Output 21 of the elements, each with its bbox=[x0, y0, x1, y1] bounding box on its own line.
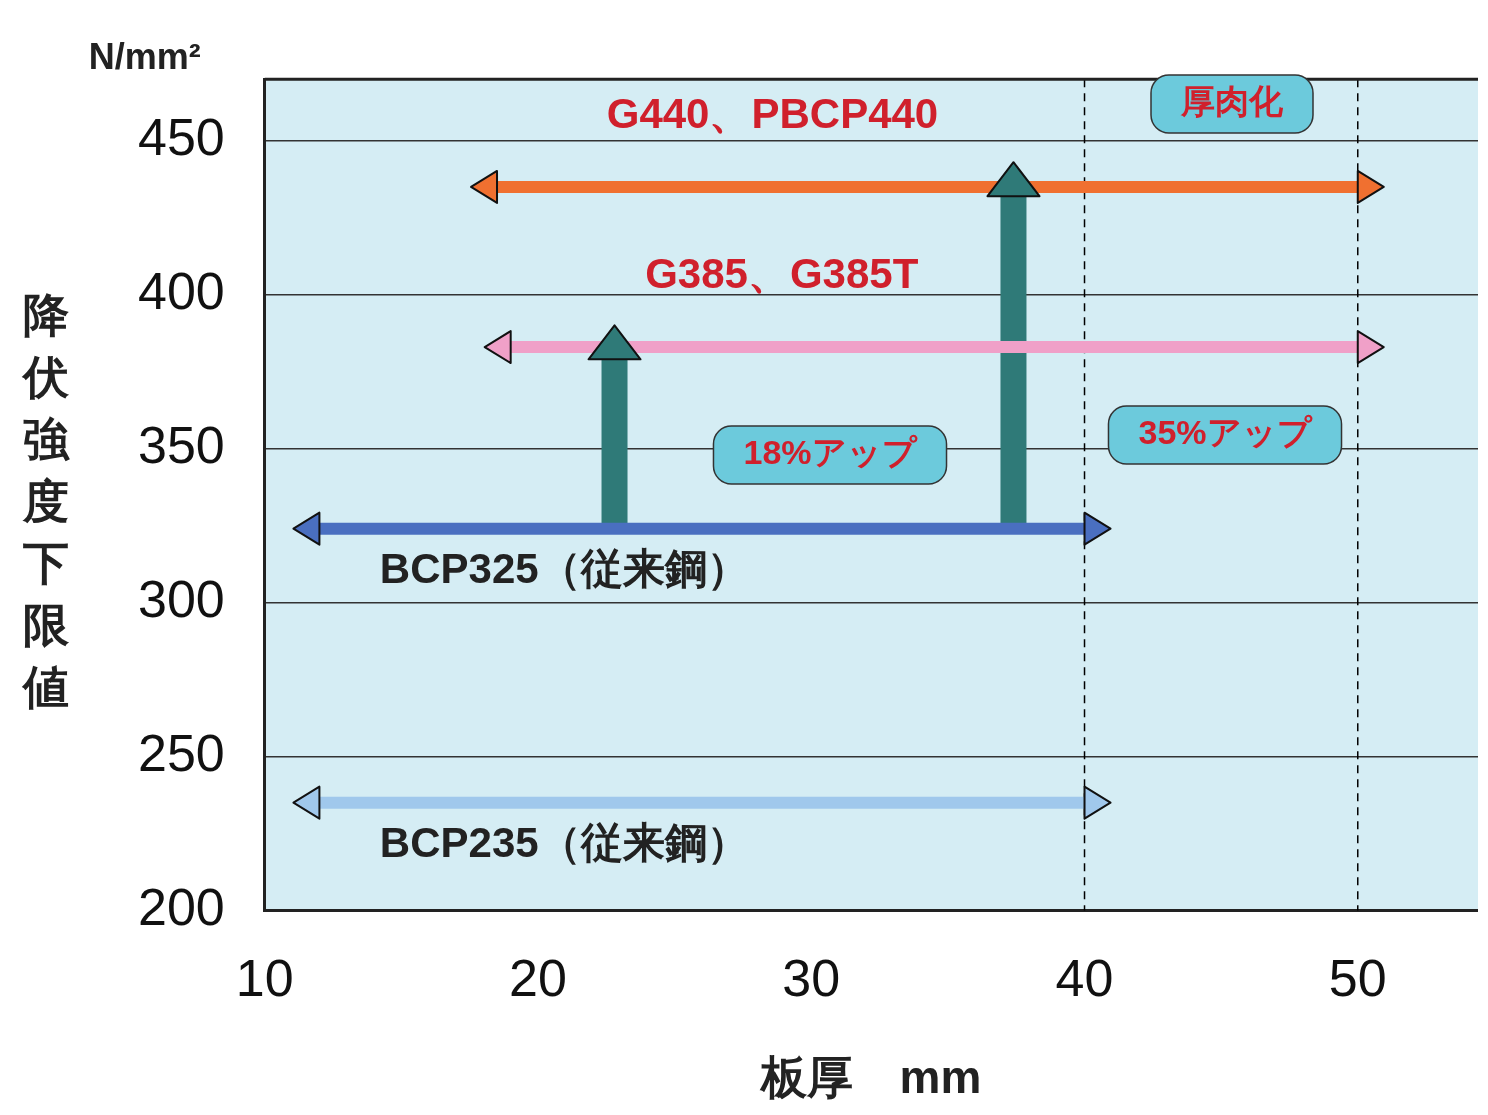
text: N/mm² bbox=[88, 36, 201, 78]
series-label: BCP325（従来鋼） bbox=[379, 545, 749, 593]
y-axis-title: 降伏強度下限値 bbox=[21, 289, 70, 714]
y-tick-label: 450 bbox=[137, 108, 225, 167]
x-axis-title: 板厚 mm bbox=[759, 1051, 982, 1104]
x-tick-label: 30 bbox=[782, 948, 841, 1007]
y-tick-label: 300 bbox=[137, 569, 225, 628]
y-tick-label: 200 bbox=[137, 877, 225, 936]
x-tick-label: 10 bbox=[235, 948, 294, 1007]
annotation: 18%アップ bbox=[743, 433, 918, 472]
series-label: G440、PBCP440 bbox=[606, 89, 939, 137]
x-tick-label: 40 bbox=[1055, 948, 1114, 1007]
y-tick-label: 350 bbox=[137, 415, 225, 474]
y-tick-label: 250 bbox=[137, 723, 225, 782]
annotation: 厚肉化 bbox=[1180, 82, 1284, 121]
series-label: G385、G385T bbox=[645, 249, 919, 297]
x-tick-label: 20 bbox=[509, 948, 567, 1007]
annotation: 35%アップ bbox=[1138, 413, 1313, 452]
y-tick-label: 400 bbox=[137, 262, 225, 321]
x-tick-label: 50 bbox=[1328, 948, 1387, 1007]
series-label: BCP235（従来鋼） bbox=[379, 819, 749, 867]
